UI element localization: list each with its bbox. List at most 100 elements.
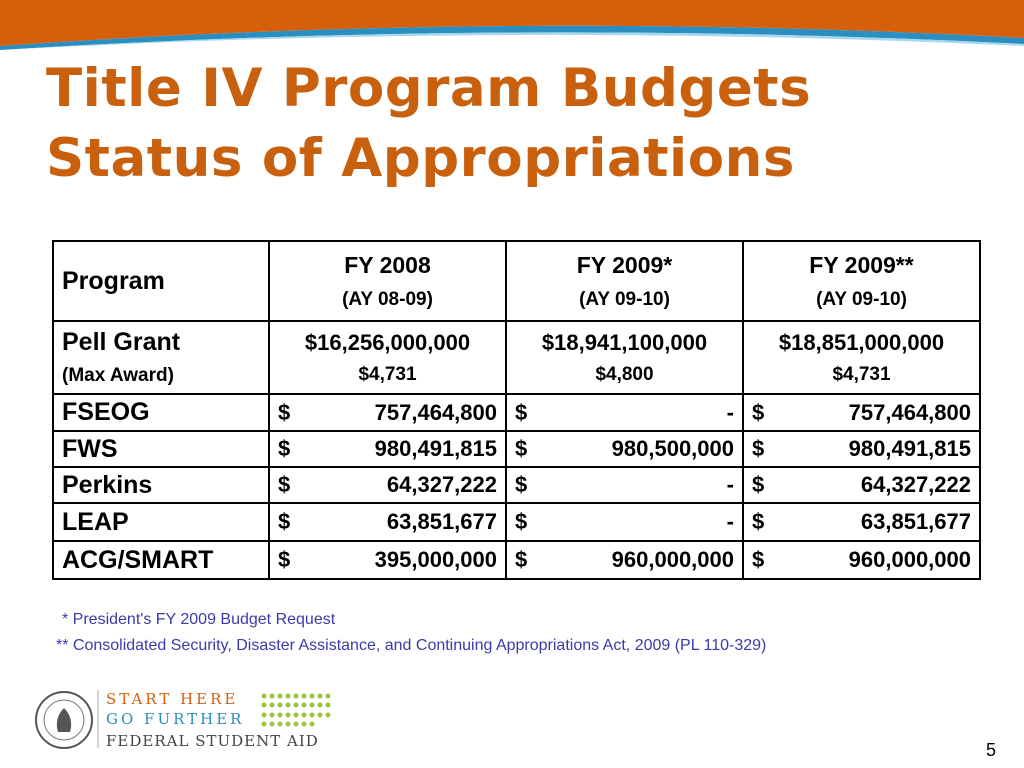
value-cell: $980,491,815 <box>742 430 981 468</box>
table-row: ACG/SMART $395,000,000 $960,000,000 $960,00… <box>52 540 981 580</box>
currency-sign: $ <box>752 436 765 461</box>
footnote: * President's FY 2009 Budget Request <box>62 611 336 628</box>
value-cell: $18,851,000,000 $4,731 <box>742 320 981 395</box>
value-cell: $395,000,000 <box>268 540 507 580</box>
value-cell: $980,500,000 <box>505 430 744 468</box>
program-cell: FSEOG <box>52 393 270 432</box>
currency-sign: $ <box>278 399 291 425</box>
amount: 395,000,000 <box>374 547 497 572</box>
value-cell: $757,464,800 <box>742 393 981 432</box>
header-label: FY 2009* <box>576 251 673 278</box>
header-sub: (AY 08-09) <box>342 288 433 310</box>
program-cell: Perkins <box>52 466 270 504</box>
sub-value: $4,731 <box>832 363 891 385</box>
currency-sign: $ <box>278 436 291 461</box>
pell-row: Pell Grant (Max Award) $16,256,000,000 $4,… <box>52 320 981 395</box>
value-cell: $ - <box>505 502 744 542</box>
logo-line: GO FURTHER <box>106 710 244 728</box>
value: $63,851,677 <box>278 509 497 535</box>
table-row: LEAP $63,851,677 $ - $63,851,677 <box>52 502 981 542</box>
header-sub: (AY 09-10) <box>816 288 907 310</box>
amount: 63,851,677 <box>386 509 497 534</box>
value: $757,464,800 <box>752 400 971 426</box>
amount: 64,327,222 <box>386 472 497 497</box>
value: $ - <box>515 400 734 426</box>
amount: - <box>726 509 734 534</box>
value: $395,000,000 <box>278 547 497 573</box>
amount: - <box>726 472 734 497</box>
amount: 960,000,000 <box>611 547 734 572</box>
header-cell: FY 2008 (AY 08-09) <box>268 240 507 322</box>
value-cell: $16,256,000,000 $4,731 <box>268 320 507 395</box>
currency-sign: $ <box>278 472 291 497</box>
table-row: Perkins $64,327,222 $ - $64,327,222 <box>52 466 981 504</box>
amount: 980,491,815 <box>374 436 497 461</box>
value-cell: $ - <box>505 466 744 504</box>
value: $18,851,000,000 <box>778 329 945 355</box>
sub-value: $4,800 <box>595 363 654 385</box>
logo-line: START HERE <box>106 690 238 708</box>
header-sub: (AY 09-10) <box>579 288 670 310</box>
value: $980,491,815 <box>278 436 497 462</box>
amount: 64,327,222 <box>860 472 971 497</box>
value-cell: $64,327,222 <box>742 466 981 504</box>
program-cell: LEAP <box>52 502 270 542</box>
value: $64,327,222 <box>278 472 497 498</box>
table-row: FWS $980,491,815 $980,500,000 $980,491,815 <box>52 430 981 468</box>
amount: 757,464,800 <box>374 399 497 425</box>
value: $980,491,815 <box>752 436 971 462</box>
value: $960,000,000 <box>515 547 734 573</box>
value: $980,500,000 <box>515 436 734 462</box>
value-cell: $18,941,100,000 $4,800 <box>505 320 744 395</box>
banner <box>0 0 1024 50</box>
value-cell: $757,464,800 <box>268 393 507 432</box>
value: $ - <box>515 472 734 498</box>
value: $16,256,000,000 <box>304 329 471 355</box>
header-label: FY 2008 <box>344 251 431 278</box>
amount: 980,500,000 <box>611 436 734 461</box>
currency-sign: $ <box>515 509 528 534</box>
currency-sign: $ <box>515 436 528 461</box>
header-cell: FY 2009** (AY 09-10) <box>742 240 981 322</box>
header-cell: FY 2009* (AY 09-10) <box>505 240 744 322</box>
value-cell: $960,000,000 <box>505 540 744 580</box>
header-row: Program FY 2008 (AY 08-09) FY 2009* (AY 09… <box>52 240 981 322</box>
currency-sign: $ <box>278 509 291 534</box>
value: $18,941,100,000 <box>541 329 708 355</box>
amount: - <box>726 399 734 425</box>
currency-sign: $ <box>515 472 528 497</box>
header-cell: Program <box>52 240 270 322</box>
value: $63,851,677 <box>752 509 971 535</box>
program-sub: (Max Award) <box>62 365 174 386</box>
currency-sign: $ <box>752 399 765 425</box>
header-label: FY 2009** <box>809 251 914 278</box>
value-cell: $960,000,000 <box>742 540 981 580</box>
program-cell: FWS <box>52 430 270 468</box>
title-line: Title IV Program Budgets <box>46 58 812 119</box>
value-cell: $980,491,815 <box>268 430 507 468</box>
budget-table: Program FY 2008 (AY 08-09) FY 2009* (AY 09… <box>52 240 981 580</box>
value-cell: $ - <box>505 393 744 432</box>
value: $960,000,000 <box>752 547 971 573</box>
value: $64,327,222 <box>752 472 971 498</box>
currency-sign: $ <box>515 399 528 425</box>
amount: 63,851,677 <box>860 509 971 534</box>
footnote: ** Consolidated Security, Disaster Assis… <box>56 637 767 654</box>
logo-line: FEDERAL STUDENT AID <box>106 732 319 750</box>
currency-sign: $ <box>752 509 765 534</box>
value-cell: $63,851,677 <box>742 502 981 542</box>
value-cell: $64,327,222 <box>268 466 507 504</box>
currency-sign: $ <box>752 472 765 497</box>
value: $757,464,800 <box>278 400 497 426</box>
sub-value: $4,731 <box>358 363 417 385</box>
program: Pell Grant <box>62 328 181 356</box>
program-cell: ACG/SMART <box>52 540 270 580</box>
amount: 757,464,800 <box>848 399 971 425</box>
currency-sign: $ <box>515 547 528 572</box>
amount: 980,491,815 <box>848 436 971 461</box>
program-cell: Pell Grant (Max Award) <box>52 320 270 395</box>
table-row: FSEOG $757,464,800 $ - $757,464,800 <box>52 393 981 432</box>
page-number: 5 <box>986 740 997 760</box>
title-line: Status of Appropriations <box>46 128 795 189</box>
